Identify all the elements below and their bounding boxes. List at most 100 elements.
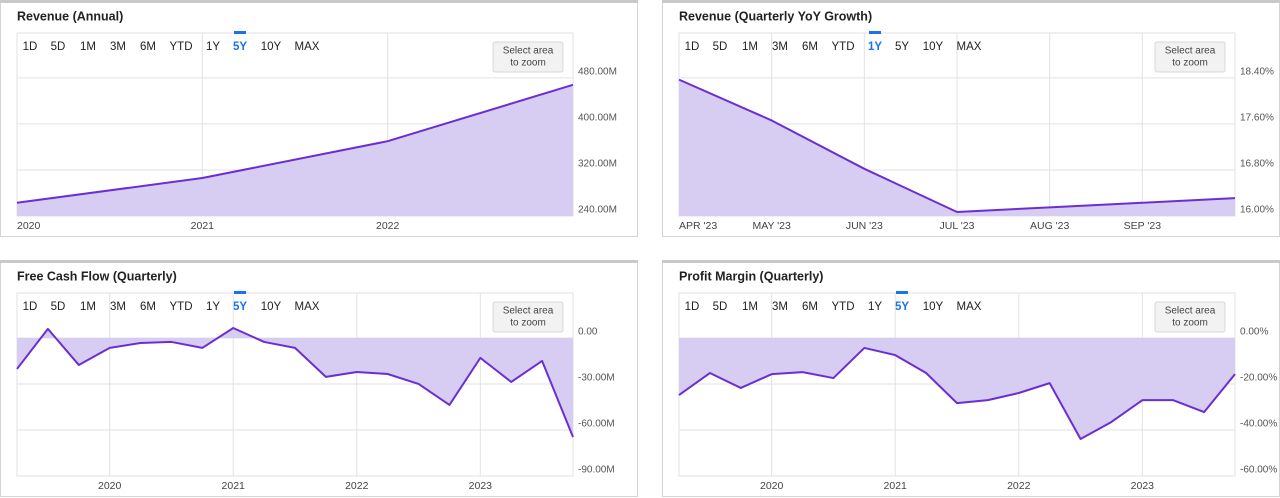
area-fill (17, 327, 573, 438)
range-button[interactable]: 6M (140, 301, 156, 313)
chart-title: Profit Margin (Quarterly) (679, 269, 823, 283)
zoom-button[interactable] (492, 301, 564, 333)
range-button[interactable]: YTD (832, 301, 855, 313)
active-indicator (896, 291, 908, 294)
range-button[interactable]: 3M (772, 301, 788, 313)
y-tick-label: -60.00M (578, 419, 615, 430)
range-button[interactable]: 3M (110, 301, 126, 313)
range-button[interactable]: 6M (140, 41, 156, 53)
y-tick-label: 0.00% (1240, 327, 1268, 338)
y-tick-label: 0.00 (578, 327, 598, 338)
zoom-label: Select area (1165, 306, 1216, 317)
range-button[interactable]: YTD (170, 301, 193, 313)
y-tick-label: 480.00M (578, 67, 617, 78)
area-fill (17, 84, 573, 216)
y-tick-label: 17.60% (1240, 113, 1274, 124)
x-tick-label: 2020 (17, 220, 41, 232)
zoom-label: to zoom (1172, 58, 1208, 69)
chart-panel: Profit Margin (Quarterly) 1D 5D 1M 3M 6M YTD 1Y… (662, 260, 1280, 497)
range-button[interactable]: 3M (772, 41, 788, 53)
range-button[interactable]: 5D (713, 41, 728, 53)
range-button[interactable]: YTD (832, 41, 855, 53)
zoom-button[interactable] (492, 41, 564, 73)
x-tick-label: 2021 (191, 220, 215, 232)
panel-top-bar (662, 0, 1280, 3)
line (678, 78, 1236, 213)
range-button[interactable]: 1Y (868, 41, 882, 53)
range-button[interactable]: 1M (742, 41, 758, 53)
y-tick-label: 16.80% (1240, 159, 1274, 170)
x-tick-label: SEP '23 (1124, 220, 1162, 232)
range-button[interactable]: YTD (170, 41, 193, 53)
y-tick-label: -90.00M (578, 465, 615, 476)
zoom-label: Select area (503, 306, 554, 317)
x-tick-label: 2020 (98, 480, 122, 492)
panel-top-bar (0, 0, 638, 3)
range-button[interactable]: 10Y (261, 301, 282, 313)
range-button[interactable]: 1Y (206, 301, 220, 313)
range-button[interactable]: 5Y (233, 41, 247, 53)
range-button[interactable]: MAX (295, 41, 320, 53)
x-tick-label: 2021 (222, 480, 246, 492)
range-button[interactable]: 1D (685, 301, 700, 313)
range-button[interactable]: 5D (713, 301, 728, 313)
panel-border (0, 260, 638, 497)
chart-panel: Revenue (Annual) 1D 5D 1M 3M 6M YTD 1Y 5Y 10Y MAX S… (0, 0, 638, 237)
range-button[interactable]: 1D (23, 41, 38, 53)
range-button[interactable]: MAX (957, 301, 982, 313)
zoom-label: Select area (503, 46, 554, 57)
panel-top-bar (662, 260, 1280, 263)
x-tick-label: 2022 (1007, 480, 1031, 492)
zoom-button[interactable] (1154, 41, 1226, 73)
range-button[interactable]: 5Y (895, 41, 909, 53)
zoom-label: to zoom (1172, 318, 1208, 329)
range-button[interactable]: MAX (957, 41, 982, 53)
range-button[interactable]: 6M (802, 41, 818, 53)
range-button[interactable]: 1M (80, 41, 96, 53)
range-button[interactable]: 1M (80, 301, 96, 313)
zoom-label: Select area (1165, 46, 1216, 57)
range-button[interactable]: 1D (685, 41, 700, 53)
zoom-label: to zoom (510, 318, 546, 329)
y-tick-label: 320.00M (578, 159, 617, 170)
y-tick-label: -40.00% (1240, 419, 1277, 430)
chart-title: Revenue (Quarterly YoY Growth) (679, 9, 872, 23)
range-button[interactable]: 10Y (923, 301, 944, 313)
range-button[interactable]: 6M (802, 301, 818, 313)
range-button[interactable]: 1M (742, 301, 758, 313)
y-tick-label: -20.00% (1240, 373, 1277, 384)
line (678, 346, 1236, 440)
line (16, 83, 574, 204)
y-tick-label: 400.00M (578, 113, 617, 124)
range-button[interactable]: 5D (51, 301, 66, 313)
active-indicator (234, 31, 246, 34)
range-button[interactable]: 10Y (261, 41, 282, 53)
range-button[interactable]: 1Y (206, 41, 220, 53)
range-button[interactable]: 3M (110, 41, 126, 53)
y-tick-label: 18.40% (1240, 67, 1274, 78)
chart-panel: Free Cash Flow (Quarterly) 1D 5D 1M 3M 6M YTD 1… (0, 260, 638, 497)
range-button[interactable]: 1D (23, 301, 38, 313)
x-tick-label: JUN '23 (846, 220, 883, 232)
range-button[interactable]: 5Y (895, 301, 909, 313)
x-tick-label: 2022 (376, 220, 400, 232)
range-button[interactable]: 5Y (233, 301, 247, 313)
chart-title: Free Cash Flow (Quarterly) (17, 269, 177, 283)
area-fill (679, 79, 1235, 216)
range-button[interactable]: 1Y (868, 301, 882, 313)
range-button[interactable]: 10Y (923, 41, 944, 53)
active-indicator (234, 291, 246, 294)
zoom-button[interactable] (1154, 301, 1226, 333)
range-button[interactable]: MAX (295, 301, 320, 313)
zoom-label: to zoom (510, 58, 546, 69)
x-tick-label: 2023 (469, 480, 493, 492)
range-button[interactable]: 5D (51, 41, 66, 53)
line (16, 326, 574, 438)
chart-panel: Revenue (Quarterly YoY Growth) 1D 5D 1M 3M 6M… (662, 0, 1280, 237)
y-tick-label: -30.00M (578, 373, 615, 384)
chart-title: Revenue (Annual) (17, 9, 123, 23)
active-indicator (869, 31, 881, 34)
panel-top-bar (0, 260, 638, 263)
